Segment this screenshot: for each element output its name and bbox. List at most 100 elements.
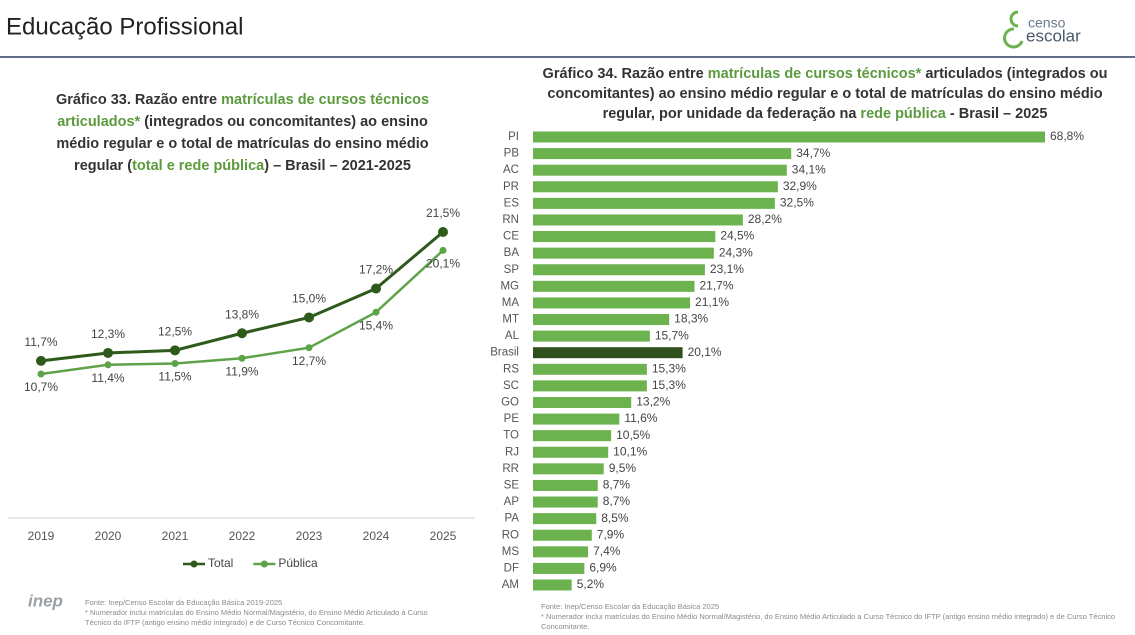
- bar: [533, 148, 792, 160]
- category-label: PI: [508, 131, 519, 143]
- point: [237, 328, 247, 339]
- category-label: MG: [500, 280, 519, 292]
- title-part: Gráfico 34. Razão entre: [542, 66, 708, 82]
- bar: [533, 264, 705, 276]
- category-label: PE: [504, 413, 520, 425]
- data-label: 9,5%: [609, 461, 637, 475]
- data-label: 11,9%: [225, 364, 258, 378]
- bar: [533, 231, 716, 243]
- chart-title: Gráfico 33. Razão entre matrículas de cu…: [45, 89, 440, 177]
- logo-top: censo: [1028, 15, 1066, 31]
- data-label: 17,2%: [359, 263, 393, 277]
- bar: [533, 330, 650, 342]
- point: [103, 347, 113, 358]
- point: [305, 344, 313, 352]
- logo-mark: [1003, 10, 1024, 49]
- bar: [533, 314, 670, 326]
- point: [170, 345, 180, 356]
- data-label: 21,5%: [426, 206, 460, 220]
- data-label: 68,8%: [1050, 129, 1084, 143]
- series-line: [40, 230, 444, 363]
- bar: [533, 131, 1045, 143]
- note: * Numerador inclui matrículas do Ensino …: [85, 608, 428, 627]
- data-label: 23,1%: [710, 262, 744, 276]
- chart-title: Gráfico 34. Razão entre matrículas de cu…: [535, 64, 1115, 124]
- bar: [533, 347, 683, 359]
- point: [439, 246, 447, 254]
- source: Fonte: Inep/Censo Escolar da Educação Bá…: [541, 602, 720, 611]
- title-part: matrículas de cursos técnicos articulado…: [57, 92, 430, 130]
- category-label: RS: [503, 363, 519, 375]
- data-label: 10,1%: [613, 444, 647, 458]
- category-label: AC: [503, 164, 519, 176]
- bar: [533, 430, 612, 442]
- title-part: matrículas de cursos técnicos*: [707, 66, 922, 82]
- title-part: rede pública: [860, 106, 946, 122]
- data-label: 8,7%: [603, 494, 631, 508]
- point: [372, 308, 380, 316]
- data-label: 20,1%: [426, 257, 460, 271]
- category-label: RJ: [505, 446, 519, 458]
- data-label: 8,7%: [603, 478, 631, 492]
- bar: [533, 513, 597, 525]
- category-label: MS: [502, 546, 520, 558]
- x-tick-label: 2019: [28, 529, 55, 543]
- category-label: BA: [504, 247, 520, 259]
- data-label: 8,5%: [601, 511, 629, 525]
- title-part: articulados (integrados ou concomitantes…: [547, 66, 1108, 122]
- category-label: TO: [503, 430, 519, 442]
- title-part: Gráfico 33. Razão entre: [55, 92, 222, 108]
- data-label: 13,8%: [225, 307, 259, 321]
- x-tick-label: 2022: [229, 529, 256, 543]
- data-label: 15,7%: [655, 328, 689, 342]
- category-label: SE: [504, 479, 520, 491]
- bar: [533, 463, 604, 475]
- category-label: SP: [504, 264, 520, 276]
- data-label: 18,3%: [674, 312, 708, 326]
- data-label: 32,9%: [783, 179, 817, 193]
- point: [304, 312, 314, 323]
- category-label: AM: [502, 579, 519, 591]
- category-label: GO: [501, 397, 519, 409]
- point: [238, 354, 246, 362]
- category-label: MT: [502, 314, 519, 326]
- data-label: 10,5%: [616, 428, 650, 442]
- footnote: Fonte: Inep/Censo Escolar da Educação Bá…: [541, 602, 1121, 632]
- data-label: 11,7%: [24, 335, 57, 349]
- category-label: ES: [504, 197, 520, 209]
- point: [104, 361, 112, 369]
- title-part: ) – Brasil – 2021-2025: [264, 158, 411, 174]
- data-label: 12,7%: [292, 354, 326, 368]
- data-label: 7,9%: [597, 527, 625, 541]
- category-label: MA: [502, 297, 520, 309]
- data-label: 21,7%: [699, 279, 733, 293]
- logo-bottom: escolar: [1026, 26, 1081, 45]
- legend-marker: [260, 560, 268, 568]
- bar: [533, 562, 585, 574]
- title-part: (integrados ou concomitantes) ao ensino …: [56, 114, 429, 174]
- point: [37, 370, 45, 378]
- data-label: 11,4%: [91, 371, 124, 385]
- x-tick-label: 2021: [162, 529, 189, 543]
- bar: [533, 214, 743, 226]
- category-label: CE: [503, 231, 519, 243]
- x-tick-label: 2024: [363, 529, 390, 543]
- bar: [533, 380, 647, 392]
- data-label: 20,1%: [688, 345, 722, 359]
- bar: [533, 164, 787, 176]
- page-title: Educação Profissional: [6, 13, 243, 40]
- bar: [533, 197, 775, 209]
- data-label: 15,0%: [292, 292, 326, 306]
- bar: [533, 363, 647, 375]
- bar: [533, 413, 620, 425]
- data-label: 34,7%: [796, 146, 830, 160]
- x-tick-label: 2023: [296, 529, 323, 543]
- data-label: 7,4%: [593, 544, 621, 558]
- bar: [533, 496, 598, 508]
- category-label: Brasil: [490, 347, 519, 359]
- data-label: 10,7%: [24, 380, 58, 394]
- point: [36, 355, 46, 366]
- data-label: 12,5%: [158, 325, 192, 339]
